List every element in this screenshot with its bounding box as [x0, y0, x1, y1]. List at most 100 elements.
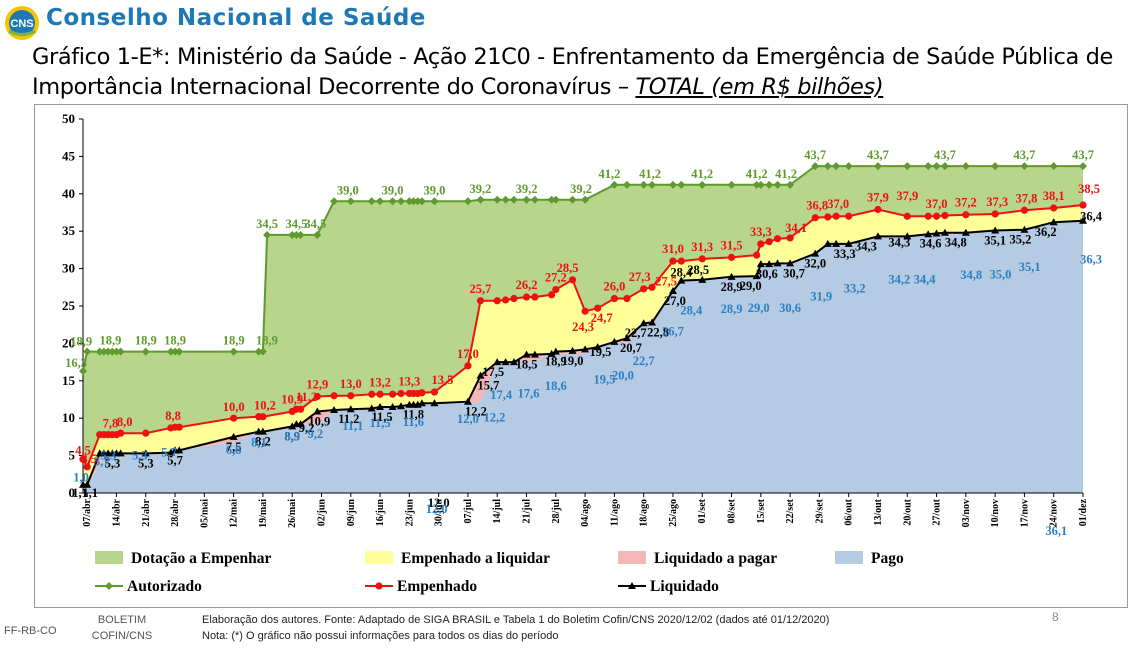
data-label-empenhado: 37,9 — [896, 189, 918, 203]
marker-autorizado — [522, 195, 531, 204]
data-label-empenhado: 13,5 — [432, 373, 454, 387]
marker-autorizado — [677, 180, 686, 189]
data-label-pago: 11,1 — [342, 419, 363, 433]
marker-liquidado — [823, 239, 832, 247]
data-label-empenhado: 31,5 — [721, 238, 743, 252]
data-label-empenhado: 37,2 — [955, 196, 977, 210]
data-label-empenhado: 11,2 — [296, 390, 317, 404]
x-tick-label: 08/set — [727, 498, 738, 523]
marker-autorizado — [786, 180, 795, 189]
marker-autorizado — [811, 162, 820, 171]
data-label-liquidado: 11,5 — [371, 410, 392, 424]
marker-autorizado — [530, 195, 539, 204]
data-label-liquidado: 33,3 — [834, 247, 856, 261]
data-label-liquidado: 36,4 — [1080, 210, 1103, 224]
page-number: 8 — [1052, 610, 1059, 624]
marker-autorizado — [95, 347, 104, 356]
marker-liquidado — [961, 228, 970, 236]
legend-item: Empenhado a liquidar — [365, 550, 550, 567]
marker-autorizado — [940, 162, 949, 171]
data-label-pago: 17,6 — [518, 386, 540, 400]
marker-liquidado — [648, 318, 657, 326]
marker-autorizado — [501, 195, 510, 204]
marker-autorizado — [610, 180, 619, 189]
marker-empenhado — [548, 291, 556, 299]
boletim-line1: BOLETIM — [97, 614, 147, 626]
marker-autorizado — [639, 180, 648, 189]
marker-autorizado — [698, 180, 707, 189]
data-label-liquidado: 28,5 — [687, 263, 709, 277]
data-label-pago: 11,5 — [369, 416, 390, 430]
marker-autorizado — [104, 347, 113, 356]
marker-liquidado — [773, 259, 782, 267]
y-tick-label: 30 — [62, 261, 75, 276]
marker-autorizado — [844, 162, 853, 171]
x-tick-label: 04/ago — [580, 499, 591, 527]
marker-liquidado — [551, 347, 560, 355]
data-label-autorizado: 34,5 — [256, 217, 278, 231]
data-label-liquidado: 5,3 — [138, 456, 154, 470]
marker-empenhado — [117, 429, 125, 437]
marker-liquidado — [752, 272, 761, 280]
x-tick-label: 22/set — [785, 498, 796, 523]
data-label-autorizado: 41,2 — [639, 167, 661, 181]
data-label-autorizado: 18,9 — [100, 334, 122, 348]
x-tick-label: 01/dez — [1078, 498, 1089, 526]
data-label-empenhado: 34,1 — [785, 221, 807, 235]
marker-autorizado — [547, 195, 556, 204]
marker-liquidado — [727, 272, 736, 280]
data-label-empenhado: 3,5 — [81, 452, 97, 466]
data-label-empenhado: 13,2 — [369, 375, 391, 389]
data-label-empenhado: 37,9 — [867, 191, 889, 205]
marker-empenhado — [753, 251, 761, 259]
cns-logo: CNS — [5, 6, 39, 40]
data-label-liquidado: 35,1 — [984, 233, 1006, 247]
x-tick-label: 02/jun — [316, 499, 327, 527]
data-label-empenhado: 4,5 — [75, 443, 91, 457]
boletim-line2: COFIN/CNS — [91, 630, 153, 642]
title-dash: – — [611, 74, 636, 100]
marker-autorizado — [417, 197, 426, 206]
data-label-liquidado: 11,8 — [403, 408, 424, 422]
marker-liquidado — [376, 402, 385, 410]
data-label-liquidado: 29,0 — [740, 279, 762, 293]
marker-liquidado — [873, 232, 882, 240]
legend-swatch — [365, 551, 393, 564]
marker-autorizado — [493, 195, 502, 204]
title-unit: TOTAL (em R$ bilhões) — [635, 74, 884, 100]
y-tick-label: 20 — [62, 335, 75, 350]
data-label-autorizado: 18,9 — [256, 334, 278, 348]
x-tick-label: 07/abr — [82, 498, 93, 526]
data-labels: 16,318,9 18,9 18,9 18,9 18,9 18,934,5 34,534,5… — [65, 148, 1103, 538]
marker-empenhado — [640, 285, 648, 293]
data-label-liquidado: 5,3 — [105, 456, 121, 470]
marker-liquidado — [765, 260, 774, 268]
marker-empenhado — [568, 276, 577, 284]
marker-liquidado — [1020, 225, 1029, 233]
marker-autorizado — [330, 197, 339, 206]
data-label-pago: 5,3 — [101, 448, 117, 462]
marker-liquidado — [463, 397, 472, 405]
marker-empenhado — [368, 390, 376, 398]
data-label-pago: 11,6 — [403, 415, 424, 429]
legend-label: Liquidado a pagar — [654, 550, 777, 567]
marker-empenhado — [175, 423, 183, 431]
data-label-empenhado: 12,9 — [306, 378, 328, 392]
x-tick-label: 09/jun — [346, 499, 357, 527]
series-empenhado — [79, 201, 1087, 471]
marker-liquidado — [903, 232, 912, 240]
x-tick-label: 14/jul — [492, 499, 503, 524]
marker-liquidado — [924, 230, 933, 238]
marker-liquidado — [568, 346, 577, 354]
marker-empenhado — [83, 463, 91, 471]
marker-autorizado — [175, 347, 184, 356]
marker-liquidado — [330, 405, 339, 413]
data-label-autorizado: 41,2 — [746, 167, 768, 181]
data-label-liquidado: 35,2 — [1009, 233, 1031, 247]
data-label-pago: 26,7 — [662, 324, 684, 338]
marker-autorizado — [873, 162, 882, 171]
data-label-empenhado: 38,5 — [1078, 182, 1100, 196]
data-label-liquidado: 1,1 — [82, 486, 98, 500]
marker-liquidado — [844, 239, 853, 247]
marker-liquidado — [786, 259, 795, 267]
